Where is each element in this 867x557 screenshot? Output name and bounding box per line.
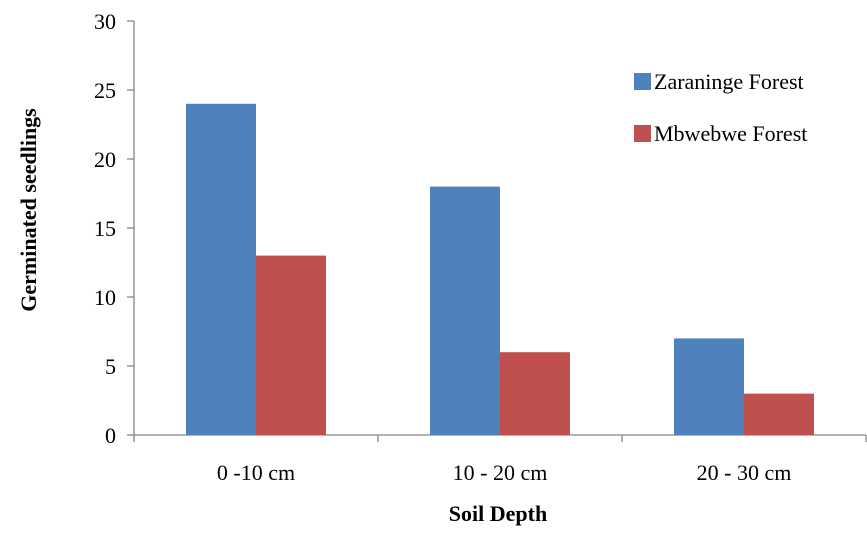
- y-tick-label: 20: [94, 147, 116, 172]
- x-axis: 0 -10 cm 10 - 20 cm 20 - 30 cm: [133, 434, 867, 485]
- bar-mbwebwe-2: [744, 393, 814, 435]
- x-category-label: 0 -10 cm: [217, 460, 295, 485]
- y-tick-label: 15: [94, 216, 116, 241]
- x-category-label: 20 - 30 cm: [697, 460, 792, 485]
- bar-zaraninge-2: [674, 338, 744, 435]
- legend-swatch: [634, 73, 651, 90]
- y-tick-label: 0: [105, 423, 116, 448]
- bars: [186, 103, 814, 436]
- bar-zaraninge-1: [430, 186, 500, 435]
- y-tick-label: 10: [94, 285, 116, 310]
- y-tick-label: 25: [94, 78, 116, 103]
- legend-swatch: [634, 125, 651, 142]
- x-category-label: 10 - 20 cm: [453, 460, 548, 485]
- y-axis-title: Germinated seedlings: [16, 108, 41, 312]
- x-axis-title: Soil Depth: [449, 501, 547, 526]
- y-tick-label: 5: [105, 354, 116, 379]
- y-tick-label: 30: [94, 9, 116, 34]
- bar-mbwebwe-1: [500, 352, 570, 435]
- y-axis: 0 5 10 15 20 25 30: [94, 9, 135, 448]
- legend-label: Mbwebwe Forest: [654, 121, 807, 146]
- legend-label: Zaraninge Forest: [654, 69, 804, 94]
- legend: Zaraninge Forest Mbwebwe Forest: [634, 69, 807, 146]
- bar-mbwebwe-0: [256, 255, 326, 435]
- bar-zaraninge-0: [186, 103, 256, 436]
